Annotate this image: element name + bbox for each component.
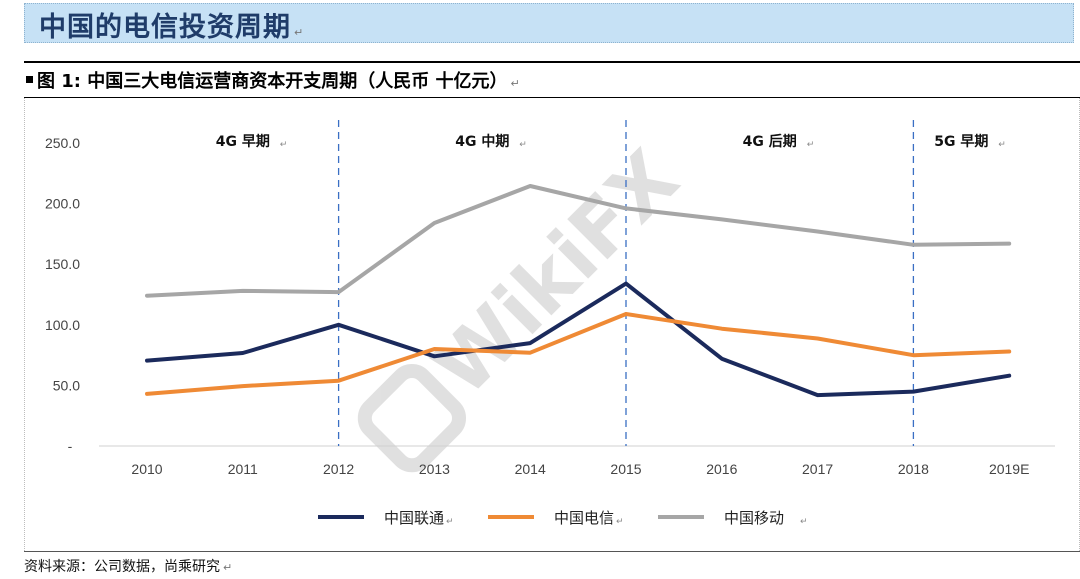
bullet-square-icon	[26, 76, 33, 83]
return-mark: ↵	[807, 140, 815, 150]
return-mark: ↵	[616, 517, 624, 527]
series-line-china-telecom	[145, 312, 1012, 396]
x-tick-label: 2012	[323, 461, 354, 477]
figure-title: 图 1: 中国三大电信运营商资本开支周期（人民币 十亿元） ↵	[26, 67, 520, 93]
x-tick-label: 2018	[898, 461, 929, 477]
x-tick-label: 2019E	[989, 461, 1029, 477]
phase-label: 5G 早期	[934, 134, 988, 150]
page-title-bar: 中国的电信投资周期 ↵	[24, 3, 1074, 43]
return-mark: ↵	[800, 517, 808, 527]
return-mark: ↵	[510, 77, 520, 90]
return-mark: ↵	[280, 140, 288, 150]
y-tick-label: -	[68, 438, 73, 454]
figure-top-rule	[24, 61, 1080, 63]
source-note: 资料来源：公司数据，尚乘研究 ↵	[24, 556, 232, 576]
return-mark: ↵	[294, 26, 305, 39]
watermark: WikiFX	[357, 134, 696, 473]
watermark-logo-icon	[357, 363, 467, 473]
x-tick-label: 2016	[706, 461, 737, 477]
page-title: 中国的电信投资周期 ↵	[39, 5, 304, 44]
x-tick-label: 2017	[802, 461, 833, 477]
legend-label: 中国电信	[554, 509, 614, 527]
figure-title-text: 图 1: 中国三大电信运营商资本开支周期（人民币 十亿元）	[37, 71, 508, 92]
phase-label: 4G 后期	[743, 133, 797, 150]
y-tick-label: 200.0	[45, 196, 80, 212]
legend-label: 中国联通	[384, 509, 444, 527]
series-line-china-mobile	[145, 184, 1012, 298]
return-mark: ↵	[223, 561, 233, 574]
watermark-text: WikiFX	[417, 134, 696, 413]
x-tick-label: 2013	[419, 461, 450, 477]
phase-label: 4G 早期	[216, 134, 270, 150]
y-tick-label: 100.0	[45, 317, 80, 333]
source-text: 资料来源：公司数据，尚乘研究	[24, 559, 220, 575]
y-tick-label: 250.0	[45, 135, 80, 151]
x-tick-label: 2011	[228, 461, 258, 477]
return-mark: ↵	[998, 140, 1006, 150]
figure-bottom-rule	[24, 551, 1080, 552]
legend-label: 中国移动	[724, 509, 784, 527]
series-line-china-unicom	[145, 281, 1012, 398]
x-tick-label: 2014	[515, 461, 546, 477]
y-tick-label: 50.0	[53, 377, 80, 393]
page-title-text: 中国的电信投资周期	[39, 12, 291, 43]
return-mark: ↵	[519, 140, 527, 150]
y-tick-label: 150.0	[45, 256, 80, 272]
figure-title-rule	[24, 97, 1080, 98]
x-tick-label: 2010	[131, 461, 162, 477]
x-tick-label: 2015	[610, 461, 641, 477]
return-mark: ↵	[446, 517, 454, 527]
phase-label: 4G 中期	[455, 133, 509, 150]
